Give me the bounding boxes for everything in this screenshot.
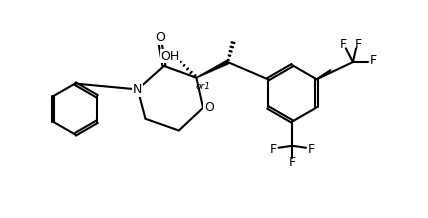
Text: O: O	[155, 31, 165, 44]
Text: OH: OH	[160, 50, 180, 63]
Text: F: F	[307, 143, 315, 156]
Text: F: F	[339, 38, 347, 51]
Text: F: F	[355, 38, 363, 51]
Text: F: F	[270, 143, 277, 156]
Polygon shape	[196, 60, 229, 78]
Text: F: F	[289, 156, 296, 169]
Text: O: O	[204, 101, 214, 114]
Text: or1: or1	[196, 82, 211, 91]
Text: N: N	[133, 83, 143, 96]
Text: F: F	[370, 54, 377, 66]
